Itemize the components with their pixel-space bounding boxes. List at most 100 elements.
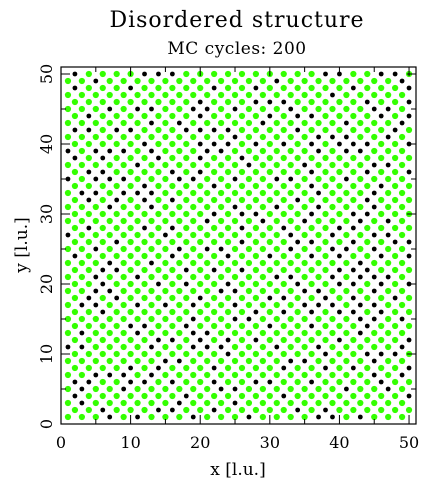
site-species-a <box>273 413 280 421</box>
site-species-a <box>357 119 364 127</box>
site-species-a <box>301 133 308 141</box>
site-species-b <box>135 302 140 308</box>
site-species-b <box>378 253 384 259</box>
site-species-a <box>252 126 260 134</box>
site-species-a <box>294 84 301 92</box>
site-species-a <box>287 315 294 323</box>
site-species-b <box>149 148 154 154</box>
site-species-a <box>127 196 134 204</box>
site-species-b <box>309 323 314 329</box>
site-species-a <box>71 294 79 302</box>
site-species-a <box>190 91 197 99</box>
site-species-a <box>85 140 92 148</box>
site-species-a <box>364 238 371 246</box>
site-species-b <box>399 78 405 84</box>
site-species-a <box>217 189 225 197</box>
site-species-a <box>141 392 148 400</box>
site-species-a <box>120 287 127 295</box>
site-species-a <box>155 182 162 190</box>
site-species-a <box>336 364 343 372</box>
site-species-a <box>197 266 204 274</box>
site-species-b <box>267 113 273 119</box>
site-species-a <box>343 259 350 267</box>
site-species-a <box>169 322 176 330</box>
site-species-b <box>211 85 217 91</box>
site-species-a <box>113 280 120 288</box>
site-species-a <box>113 350 120 358</box>
site-species-a <box>336 168 343 176</box>
site-species-b <box>343 120 349 126</box>
site-species-a <box>398 329 406 337</box>
site-species-b <box>399 344 405 350</box>
site-species-a <box>266 392 273 400</box>
site-species-a <box>385 91 392 99</box>
site-species-b <box>253 211 259 217</box>
site-species-a <box>92 217 99 225</box>
site-species-a <box>106 357 113 365</box>
site-species-a <box>252 406 260 414</box>
site-species-a <box>190 217 197 225</box>
site-species-a <box>120 357 127 365</box>
site-species-b <box>169 407 175 413</box>
site-species-b <box>93 372 99 378</box>
site-species-b <box>330 92 335 98</box>
site-species-b <box>79 386 85 392</box>
site-species-b <box>337 309 342 315</box>
site-species-b <box>197 99 203 105</box>
site-species-b <box>135 274 140 280</box>
site-species-a <box>224 392 232 400</box>
site-species-a <box>371 385 378 393</box>
site-species-a <box>204 91 211 99</box>
site-species-a <box>336 378 343 386</box>
x-tick-label: 50 <box>399 433 419 452</box>
site-species-a <box>217 413 225 421</box>
site-species-a <box>405 308 413 316</box>
site-species-b <box>107 372 113 378</box>
site-species-a <box>238 392 246 400</box>
site-species-b <box>225 351 231 357</box>
site-species-a <box>259 259 266 267</box>
site-species-a <box>176 133 183 141</box>
site-species-a <box>113 154 120 162</box>
site-species-a <box>176 301 183 309</box>
site-species-b <box>316 134 321 140</box>
site-species-a <box>141 406 148 414</box>
site-species-b <box>114 239 120 245</box>
site-species-a <box>113 406 120 414</box>
site-species-a <box>176 231 183 239</box>
site-species-a <box>350 406 357 414</box>
site-species-a <box>190 77 197 85</box>
site-species-a <box>245 105 253 113</box>
site-species-a <box>217 161 225 169</box>
site-species-a <box>127 224 134 232</box>
site-species-b <box>169 197 175 203</box>
site-species-b <box>309 169 314 175</box>
site-species-a <box>308 294 315 302</box>
site-species-a <box>378 392 385 400</box>
site-species-a <box>211 294 218 302</box>
site-species-a <box>71 406 79 414</box>
site-species-b <box>197 337 203 343</box>
site-species-a <box>392 364 399 372</box>
site-species-a <box>343 287 350 295</box>
site-species-b <box>288 176 294 182</box>
site-species-b <box>204 330 210 336</box>
site-species-b <box>86 197 92 203</box>
site-species-a <box>211 322 218 330</box>
site-species-a <box>85 154 92 162</box>
site-species-b <box>337 253 342 259</box>
site-species-a <box>78 287 85 295</box>
site-species-a <box>78 203 85 211</box>
site-species-a <box>217 105 225 113</box>
site-species-a <box>148 399 155 407</box>
site-species-a <box>134 315 141 323</box>
data-points <box>64 70 413 421</box>
site-species-a <box>280 154 287 162</box>
site-species-a <box>231 119 239 127</box>
site-species-a <box>231 259 239 267</box>
site-species-a <box>343 357 350 365</box>
site-species-a <box>343 231 350 239</box>
site-species-a <box>127 406 134 414</box>
site-species-a <box>392 182 399 190</box>
site-species-a <box>204 399 211 407</box>
